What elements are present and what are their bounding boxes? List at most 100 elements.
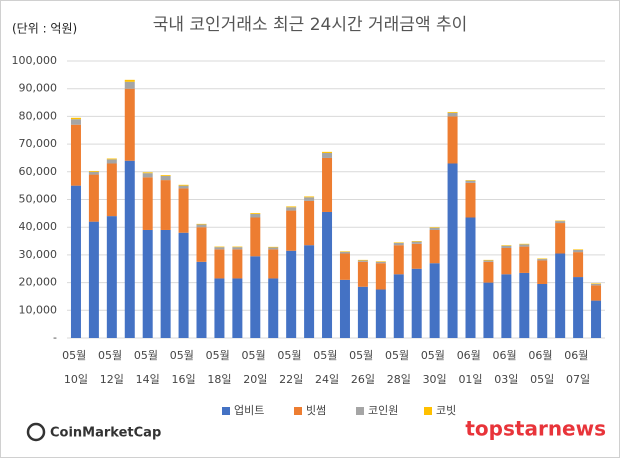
bar-segment	[142, 172, 153, 174]
x-tick-label: 05월 16일	[170, 349, 198, 386]
bar-segment	[196, 224, 207, 228]
legend-label: 코빗	[436, 404, 456, 417]
bar-segment	[375, 289, 386, 338]
y-tick-label: 60,000	[19, 165, 58, 178]
bar-segment	[447, 163, 458, 338]
bar-segment	[447, 111, 458, 113]
bar-segment	[214, 247, 225, 250]
bar-segment	[250, 217, 261, 257]
bar-segment	[286, 206, 297, 208]
x-tick-label: 05월 18일	[206, 349, 234, 386]
bar-segment	[268, 249, 279, 279]
bar-segment	[214, 246, 225, 248]
bar-segment	[304, 196, 315, 198]
x-tick-label: 05월 26일	[349, 349, 377, 386]
bar-segment	[537, 283, 548, 338]
bar-segment	[88, 171, 99, 175]
y-tick-label: 40,000	[19, 220, 58, 233]
bar-segment	[286, 250, 297, 338]
bar-segment	[286, 210, 297, 251]
bar-segment	[268, 246, 279, 248]
legend-swatch	[424, 407, 432, 415]
bar-segment	[537, 260, 548, 284]
x-tick-label: 06월 03일	[493, 349, 521, 386]
bar-segment	[339, 279, 350, 338]
bar-segment	[429, 227, 440, 230]
bar-segment	[555, 221, 566, 224]
bar-segment	[304, 245, 315, 338]
bar-segment	[178, 232, 189, 338]
bar-segment	[142, 173, 153, 178]
x-tick-label: 06월 01일	[457, 349, 485, 386]
bar-segment	[88, 174, 99, 222]
y-tick-label: -	[53, 331, 57, 344]
bar-segment	[88, 170, 99, 172]
y-tick-label: 70,000	[19, 137, 58, 150]
source: CoinMarketCap	[50, 426, 161, 441]
legend-swatch	[356, 407, 364, 415]
bar-segment	[124, 160, 135, 338]
bar-segment	[573, 249, 584, 250]
bar-segment	[465, 180, 476, 183]
bar-segment	[339, 251, 350, 252]
bar-segment	[286, 207, 297, 211]
bar-segment	[70, 185, 81, 338]
bar-segment	[70, 117, 81, 120]
bar-segment	[70, 119, 81, 125]
source: topstarnews	[465, 417, 606, 441]
x-tick-label: 05월 28일	[385, 349, 413, 386]
bar-segment	[429, 263, 440, 338]
x-tick-label: 05월 22일	[277, 349, 305, 386]
bar-segment	[106, 159, 117, 164]
bar-segment	[106, 158, 117, 160]
bar-segment	[429, 229, 440, 264]
y-tick-label: 80,000	[19, 109, 58, 122]
bar-segment	[322, 157, 333, 212]
bar-segment	[88, 221, 99, 338]
bar-segment	[70, 124, 81, 186]
bar-segment	[501, 247, 512, 275]
bar-segment	[196, 261, 207, 338]
bar-segment	[357, 260, 368, 262]
bar-segment	[519, 272, 530, 338]
legend-label: 코인원	[368, 404, 398, 417]
bar-segment	[357, 286, 368, 338]
bar-segment	[537, 259, 548, 261]
bar-segment	[178, 185, 189, 189]
bar-segment	[375, 263, 386, 290]
bar-segment	[124, 81, 135, 89]
bar-segment	[573, 249, 584, 253]
bar-segment	[322, 152, 333, 158]
legend-swatch	[222, 407, 230, 415]
bar-segment	[483, 282, 494, 338]
bar-segment	[375, 261, 386, 264]
bar-segment	[393, 242, 404, 246]
y-tick-label: 20,000	[19, 276, 58, 289]
bar-segment	[429, 227, 440, 228]
bar-segment	[591, 300, 602, 338]
y-tick-label: 50,000	[19, 193, 58, 206]
bar-segment	[501, 245, 512, 248]
bar-segment	[447, 116, 458, 164]
bar-segment	[375, 261, 386, 262]
y-tick-label: 10,000	[19, 303, 58, 316]
bar-segment	[339, 253, 350, 280]
bar-segment	[393, 245, 404, 275]
bar-segment	[250, 213, 261, 218]
bar-segment	[178, 188, 189, 233]
bar-segment	[322, 211, 333, 338]
bar-segment	[483, 261, 494, 283]
legend-label: 업비트	[234, 404, 264, 417]
bar-segment	[106, 163, 117, 217]
bar-segment	[411, 243, 422, 269]
x-tick-label: 05월 12일	[98, 349, 126, 386]
bar-segment	[483, 260, 494, 262]
bar-segment	[142, 229, 153, 338]
y-tick-label: 100,000	[12, 54, 58, 67]
bar-segment	[214, 278, 225, 338]
bar-segment	[591, 283, 602, 284]
legend-swatch	[294, 407, 302, 415]
bar-segment	[214, 249, 225, 279]
bar-segment	[393, 242, 404, 243]
coinmarketcap-logo: CoinMarketCap	[26, 422, 161, 442]
